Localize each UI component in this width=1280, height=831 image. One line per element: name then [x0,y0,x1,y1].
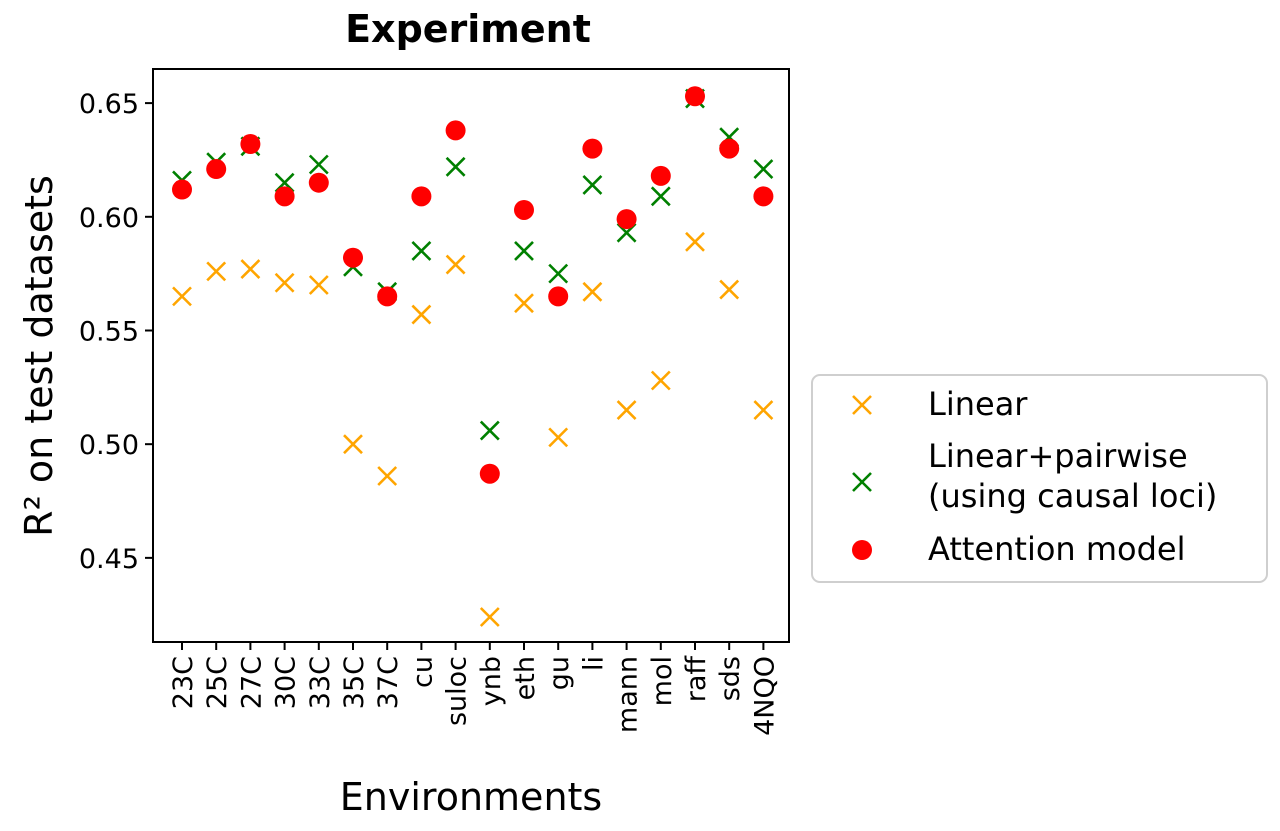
legend-label-line2: (using causal loci) [928,477,1217,515]
data-point [308,172,329,193]
data-point [479,607,500,627]
x-tick-label: sds [715,656,746,701]
data-point [548,286,569,307]
x-tick-label: mol [647,656,678,706]
series-2 [172,86,774,484]
x-tick-label: 35C [339,656,370,709]
data-point [445,156,466,177]
y-tick-label: 0.65 [79,89,139,120]
series-0 [172,231,774,627]
data-point [616,400,637,420]
data-point [411,240,432,261]
data-point [685,86,705,107]
x-tick-label: 4NQO [749,656,780,736]
x-tick-label: 25C [202,656,233,709]
y-tick-label: 0.50 [79,430,139,461]
chart-title: Experiment [345,7,591,51]
data-point [240,134,261,155]
data-point [514,293,534,314]
data-point [206,261,227,282]
data-point [274,272,295,293]
data-point [753,186,774,207]
data-point [719,138,740,159]
x-tick-label: raff [681,655,712,703]
x-tick-label: ynb [476,656,507,706]
data-point [650,370,671,391]
x-tick-label: li [578,656,609,671]
data-point [274,186,295,207]
x-tick-label: 37C [373,656,404,709]
data-point [343,434,363,455]
y-tick-label: 0.45 [79,544,139,575]
data-point [308,154,329,175]
y-tick-label: 0.55 [79,316,139,347]
series-1 [172,88,774,441]
data-point [685,231,705,252]
legend-marker [852,395,872,415]
x-tick-label: 23C [168,656,199,709]
data-point [514,240,534,261]
legend-box [811,374,1268,583]
legend-label: Attention model [928,530,1186,568]
x-tick-label: 27C [236,656,267,709]
x-tick-label: eth [510,656,541,700]
data-point [514,199,534,220]
y-tick-label: 0.60 [79,203,139,234]
data-point [172,286,192,307]
data-point [582,138,603,159]
data-point [650,186,671,207]
legend-marker [852,540,872,560]
data-point [479,420,500,441]
legend-label: Linear [928,385,1028,423]
y-axis: 0.45 0.50 0.55 0.60 0.65 [79,89,153,575]
data-point [377,286,398,307]
data-point [753,400,774,420]
x-tick-label: cu [407,656,438,688]
data-marks [172,86,774,627]
data-point [650,165,671,186]
data-point [445,120,466,141]
x-tick-label: suloc [442,656,473,726]
x-axis-label: Environments [340,775,602,819]
data-point [445,254,466,275]
data-point [240,259,261,280]
data-point [548,263,569,284]
legend-label: Linear+pairwise [928,437,1188,475]
x-axis: 23C 25C 27C 30C 33C 35C 37C cu suloc ynb eth gu li ma… [168,642,780,736]
data-point [411,304,432,325]
data-point [616,209,637,230]
data-point [548,427,569,448]
data-point [582,175,603,195]
data-point [172,179,192,200]
data-point [411,186,432,207]
data-point [308,275,329,295]
plot-area [152,68,790,643]
data-point [719,279,740,300]
data-point [377,466,398,486]
x-tick-label: 33C [305,656,336,709]
data-point [343,247,363,268]
legend: Linear Linear+pairwise(using causal loci)… [811,374,1268,583]
x-tick-label: mann [613,656,644,733]
x-tick-label: 30C [271,656,302,709]
legend-marker [852,472,872,492]
x-tick-label: gu [544,656,575,690]
y-axis-label: R² on test datasets [17,175,61,537]
data-point [753,159,774,179]
data-point [206,159,227,180]
data-point [479,463,500,484]
data-point [582,281,603,302]
